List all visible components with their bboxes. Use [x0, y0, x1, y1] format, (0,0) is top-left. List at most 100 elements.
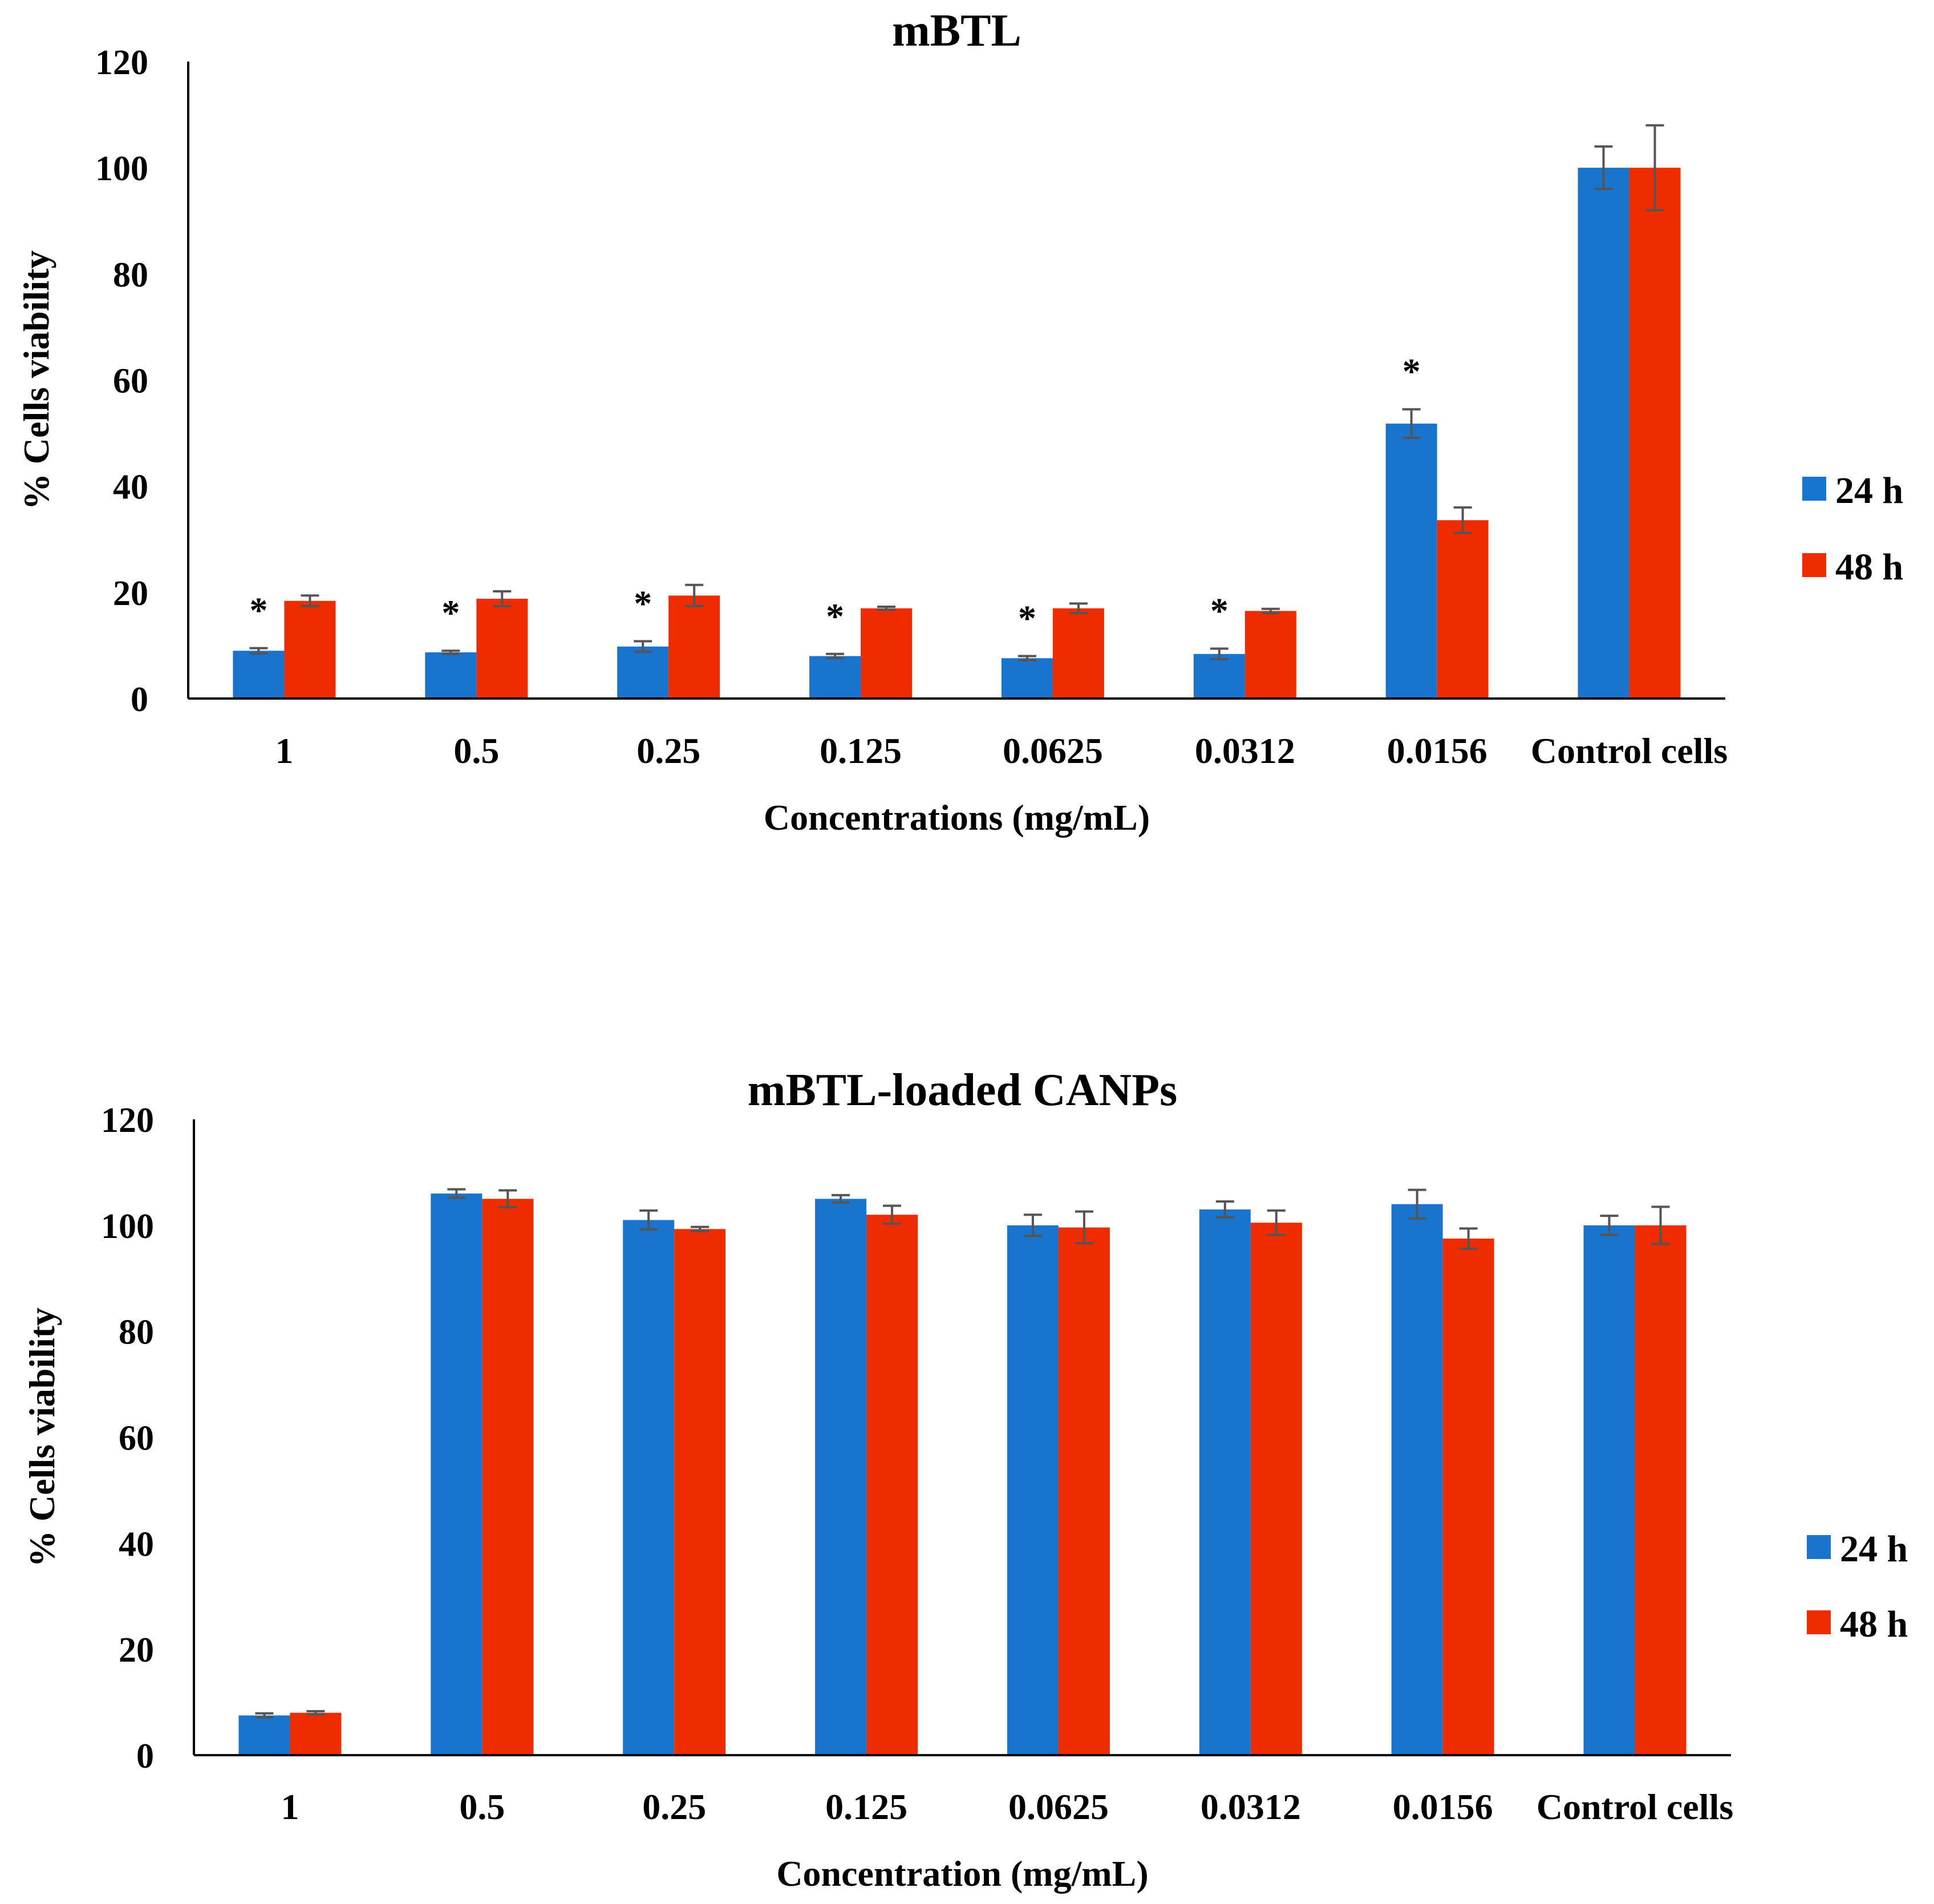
bar-48-h-0-125: [861, 608, 913, 699]
x-tick-label-0-5: 0.5: [459, 1787, 505, 1827]
chart-title: mBTL: [892, 6, 1021, 56]
x-tick-label-1: 1: [275, 730, 293, 771]
bar-48-h-0-0625: [1058, 1227, 1110, 1755]
error-bar-48-h-control-cells: [1651, 1205, 1670, 1245]
y-tick-label-40: 40: [119, 1525, 154, 1564]
error-bar-48-h-0-25: [691, 1225, 709, 1233]
bar-48-h-0-125: [866, 1215, 918, 1755]
error-bar-48-h-1: [301, 594, 319, 608]
legend-label-24-h: 24 h: [1840, 1528, 1908, 1570]
x-tick-label-0-0156: 0.0156: [1387, 730, 1487, 771]
bar-48-h-0-5: [482, 1199, 534, 1755]
error-bar-48-h-0-0625: [1075, 1210, 1093, 1245]
y-tick-label-80: 80: [119, 1313, 154, 1352]
error-bar-48-h-1: [306, 1710, 325, 1716]
error-bar-24-h-0-25: [639, 1209, 658, 1231]
chart-mbtl: mBTL % Cells viability Concentrations (mg/…: [16, 6, 1903, 838]
legend-label-24-h: 24 h: [1835, 470, 1903, 511]
bar-24-h-0-0312: [1193, 653, 1245, 699]
chart-title: mBTL-loaded CANPs: [748, 1065, 1177, 1115]
x-tick-label-0-0312: 0.0312: [1195, 730, 1295, 771]
x-tick-label-0-125: 0.125: [825, 1787, 907, 1827]
bar-48-h-0-0312: [1244, 611, 1296, 699]
bar-48-h-0-5: [476, 599, 528, 699]
y-tick-label-120: 120: [95, 43, 148, 82]
bar-24-h-0-0156: [1385, 423, 1437, 699]
error-bar-24-h-0-125: [832, 1193, 850, 1204]
error-bar-24-h-0-125: [826, 652, 845, 660]
x-tick-label-0-0312: 0.0312: [1201, 1787, 1301, 1827]
error-bar-24-h-control-cells: [1600, 1215, 1619, 1236]
bar-24-h-0-25: [617, 646, 669, 699]
error-bar-24-h-0-0312: [1215, 1200, 1234, 1219]
error-bar-24-h-0-25: [634, 640, 652, 653]
y-tick-label-100: 100: [101, 1207, 154, 1246]
x-tick-label-0-25: 0.25: [642, 1787, 706, 1827]
y-axis-label: % Cells viability: [22, 1308, 62, 1567]
y-tick-label-100: 100: [95, 149, 148, 188]
significance-marker-0-25: *: [634, 583, 652, 623]
bar-48-h-control-cells: [1629, 168, 1681, 699]
error-bar-48-h-0-0312: [1261, 607, 1280, 615]
y-tick-label-40: 40: [113, 468, 148, 507]
x-tick-label-0-5: 0.5: [453, 730, 499, 771]
bar-48-h-0-25: [674, 1229, 726, 1755]
x-tick-label-0-0625: 0.0625: [1003, 730, 1103, 771]
significance-marker-1: *: [249, 590, 267, 631]
x-tick-label-control-cells: Control cells: [1536, 1787, 1733, 1827]
bar-48-h-control-cells: [1635, 1225, 1686, 1755]
bar-24-h-control-cells: [1583, 1225, 1635, 1755]
bar-48-h-0-0312: [1250, 1223, 1302, 1755]
legend-swatch-48-h: [1802, 553, 1826, 577]
y-tick-label-20: 20: [119, 1631, 154, 1670]
x-axis-label: Concentrations (mg/mL): [764, 797, 1150, 838]
bar-24-h-0-5: [431, 1193, 483, 1755]
error-bar-48-h-0-25: [685, 583, 704, 608]
error-bar-24-h-0-5: [447, 1188, 466, 1199]
significance-marker-0-0312: *: [1210, 591, 1228, 631]
error-bar-24-h-1: [255, 1712, 274, 1719]
bar-24-h-0-0312: [1199, 1209, 1251, 1755]
bar-24-h-0-0156: [1391, 1204, 1443, 1755]
error-bar-24-h-0-5: [441, 649, 460, 655]
significance-marker-0-125: *: [826, 596, 844, 636]
error-bar-48-h-0-0156: [1459, 1227, 1478, 1250]
bar-48-h-0-0156: [1442, 1239, 1494, 1755]
error-bar-24-h-0-0156: [1408, 1188, 1426, 1220]
legend-label-48-h: 48 h: [1835, 546, 1903, 588]
y-tick-label-80: 80: [113, 255, 148, 294]
bar-48-h-1: [284, 600, 336, 699]
error-bar-24-h-control-cells: [1594, 145, 1613, 190]
x-axis-label: Concentration (mg/mL): [776, 1853, 1148, 1894]
significance-marker-0-0625: *: [1018, 598, 1036, 639]
error-bar-48-h-0-0625: [1069, 602, 1088, 615]
error-bar-48-h-0-125: [883, 1204, 902, 1225]
error-bar-24-h-0-0625: [1023, 1213, 1042, 1237]
bar-24-h-0-5: [425, 652, 477, 699]
y-tick-label-0: 0: [131, 680, 148, 719]
x-tick-label-1: 1: [281, 1787, 299, 1827]
bar-24-h-0-0625: [1007, 1225, 1059, 1755]
bar-24-h-1: [238, 1715, 290, 1755]
error-bar-48-h-0-5: [498, 1189, 517, 1209]
error-bar-24-h-1: [249, 647, 268, 655]
legend-swatch-48-h: [1807, 1610, 1831, 1634]
bar-48-h-0-0625: [1052, 608, 1104, 699]
x-tick-label-0-0156: 0.0156: [1393, 1787, 1493, 1827]
error-bar-48-h-0-125: [877, 605, 896, 611]
x-tick-label-control-cells: Control cells: [1531, 730, 1728, 771]
x-tick-label-0-25: 0.25: [636, 730, 700, 771]
y-tick-label-60: 60: [119, 1419, 154, 1458]
bar-24-h-control-cells: [1578, 168, 1629, 699]
error-bar-24-h-0-0625: [1017, 655, 1036, 661]
error-bar-24-h-0-0156: [1402, 408, 1421, 439]
legend-swatch-24-h: [1807, 1535, 1831, 1559]
legend-swatch-24-h: [1802, 477, 1826, 501]
bar-24-h-0-125: [809, 656, 861, 699]
legend-label-48-h: 48 h: [1840, 1603, 1908, 1645]
error-bar-48-h-0-0156: [1453, 506, 1472, 534]
bar-48-h-0-0156: [1437, 520, 1489, 699]
significance-marker-0-0156: *: [1402, 351, 1421, 392]
y-axis-label: % Cells viability: [16, 250, 56, 510]
y-tick-label-20: 20: [113, 574, 148, 613]
